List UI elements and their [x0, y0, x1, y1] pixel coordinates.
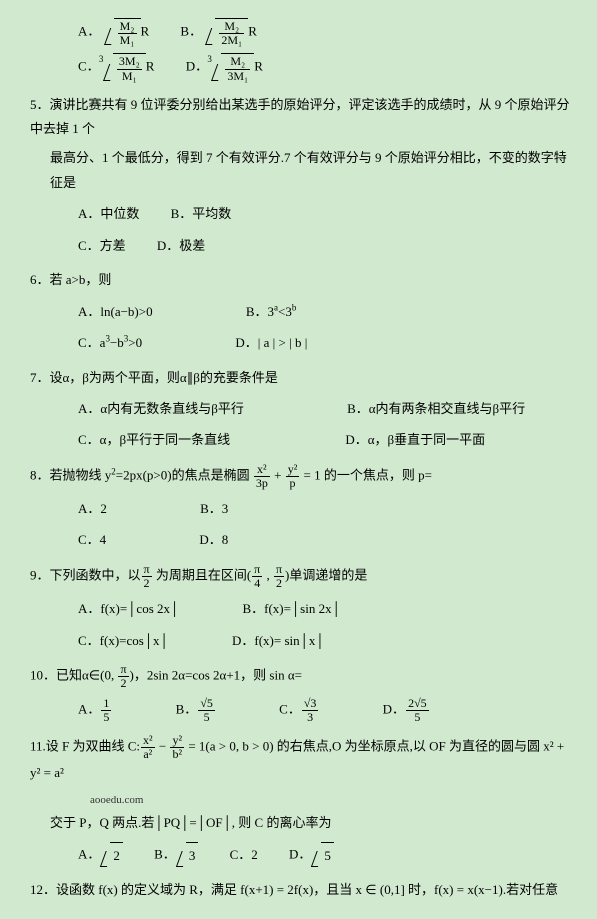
q5-optA: A．中位数: [78, 202, 139, 227]
q11-optA: A．2: [78, 842, 123, 869]
q5-options-row2: C．方差 D．极差: [30, 233, 577, 258]
q10-optD: D．2√55: [383, 697, 430, 724]
q11-optC: C．2: [230, 843, 258, 868]
q6-options-row2: C．a3−b3>0 D．| a | > | b |: [30, 330, 577, 355]
q5-optD: D．极差: [157, 234, 205, 259]
tail: R: [248, 24, 257, 39]
q10-optA: A．15: [78, 697, 112, 724]
sqrt: M₂M₁: [104, 18, 141, 47]
q6-options-row1: A．ln(a−b)>0 B．3a<3b: [30, 299, 577, 324]
watermark-text: aooedu.com: [90, 790, 577, 811]
tail: R: [141, 24, 150, 39]
q8-optA: A．2: [78, 497, 107, 522]
q8-optD: D．8: [199, 528, 228, 553]
q10-stem: 10．已知α∈(0, π2)，2sin 2α=cos 2α+1，则 sin α=: [30, 663, 577, 690]
q8-options-row2: C．4 D．8: [30, 528, 577, 553]
cbrt: 33M₂M₁: [103, 53, 146, 82]
q10-options: A．15 B．√55 C．√33 D．2√55: [30, 697, 577, 724]
q4-optA: A． M₂M₁R: [78, 18, 149, 47]
q4-optD: D． 3M₂3M₁R: [186, 53, 263, 82]
q8-optB: B．3: [200, 497, 228, 522]
q7-optA: A．α内有无数条直线与β平行: [78, 397, 244, 422]
q11-stem2: 交于 P，Q 两点.若│PQ│=│OF│, 则 C 的离心率为: [30, 811, 577, 836]
q6-optB: B．3a<3b: [246, 300, 297, 325]
q4-options-row1: A． M₂M₁R B． M₂2M₁R: [30, 18, 577, 47]
q6-optC: C．a3−b3>0: [78, 331, 142, 356]
q9-options-row2: C．f(x)=cos│x│ D．f(x)= sin│x│: [30, 628, 577, 653]
q9-options-row1: A．f(x)=│cos 2x│ B．f(x)=│sin 2x│: [30, 597, 577, 622]
q9-optB: B．f(x)=│sin 2x│: [242, 597, 340, 622]
label: D．: [186, 59, 208, 74]
q9-optC: C．f(x)=cos│x│: [78, 629, 169, 654]
q10-optB: B．√55: [176, 697, 216, 724]
q11-optD: D．5: [289, 842, 334, 869]
q9-stem: 9．下列函数中，以π2 为周期且在区间(π4 , π2)单调递增的是: [30, 563, 577, 590]
tail: R: [146, 59, 155, 74]
q11-stem1: 11.设 F 为双曲线 C:x²a² − y²b² = 1(a > 0, b >…: [30, 734, 577, 786]
q7-optD: D．α，β垂直于同一平面: [345, 428, 485, 453]
q6-optD: D．| a | > | b |: [235, 331, 307, 356]
q7-optC: C．α，β平行于同一条直线: [78, 428, 230, 453]
label: A．: [78, 24, 100, 39]
q11-optB: B．3: [154, 842, 198, 869]
q5-options-row1: A．中位数 B．平均数: [30, 202, 577, 227]
q5-optB: B．平均数: [171, 202, 232, 227]
q9-optA: A．f(x)=│cos 2x│: [78, 597, 179, 622]
q5-stem2: 最高分、1 个最低分，得到 7 个有效评分.7 个有效评分与 9 个原始评分相比…: [30, 146, 577, 195]
q5-optC: C．方差: [78, 234, 126, 259]
q10-optC: C．√33: [279, 697, 319, 724]
q4-options-row2: C． 33M₂M₁R D． 3M₂3M₁R: [30, 53, 577, 82]
cbrt: 3M₂3M₁: [211, 53, 254, 82]
q5-stem1: 5．演讲比赛共有 9 位评委分别给出某选手的原始评分，评定该选手的成绩时，从 9…: [30, 93, 577, 142]
q11-options: A．2 B．3 C．2 D．5: [30, 842, 577, 869]
q4-optC: C． 33M₂M₁R: [78, 53, 154, 82]
q8-options-row1: A．2 B．3: [30, 496, 577, 521]
sqrt: M₂2M₁: [205, 18, 248, 47]
label: B．: [180, 24, 202, 39]
q8-stem: 8．若抛物线 y2=2px(p>0)的焦点是椭圆 x²3p + y²p = 1 …: [30, 463, 577, 490]
q7-options-row2: C．α，β平行于同一条直线 D．α，β垂直于同一平面: [30, 428, 577, 453]
q7-stem: 7．设α，β为两个平面，则α∥β的充要条件是: [30, 366, 577, 391]
tail: R: [254, 59, 263, 74]
q9-optD: D．f(x)= sin│x│: [232, 629, 325, 654]
q6-optA: A．ln(a−b)>0: [78, 300, 153, 325]
q7-options-row1: A．α内有无数条直线与β平行 B．α内有两条相交直线与β平行: [30, 396, 577, 421]
label: C．: [78, 59, 100, 74]
q8-optC: C．4: [78, 528, 106, 553]
q7-optB: B．α内有两条相交直线与β平行: [347, 397, 525, 422]
q4-optB: B． M₂2M₁R: [180, 18, 256, 47]
q12-stem: 12．设函数 f(x) 的定义域为 R，满足 f(x+1) = 2f(x)，且当…: [30, 878, 577, 903]
q6-stem: 6．若 a>b，则: [30, 268, 577, 293]
